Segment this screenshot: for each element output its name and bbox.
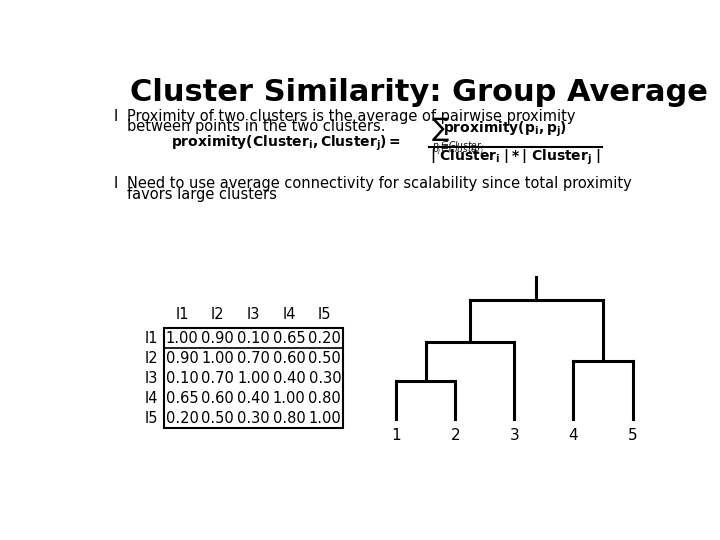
Text: $\mathbf{\sum}$: $\mathbf{\sum}$ — [431, 116, 449, 144]
Text: I1: I1 — [145, 330, 158, 346]
Text: 0.65: 0.65 — [166, 391, 199, 406]
Text: Need to use average connectivity for scalability since total proximity: Need to use average connectivity for sca… — [127, 177, 632, 192]
Text: 0.50: 0.50 — [202, 411, 234, 426]
Text: I2: I2 — [211, 307, 225, 322]
Text: 0.50: 0.50 — [308, 350, 341, 366]
Text: 0.30: 0.30 — [308, 370, 341, 386]
Text: 2: 2 — [451, 428, 460, 443]
Text: 0.20: 0.20 — [308, 330, 341, 346]
Text: Cluster Similarity: Group Average: Cluster Similarity: Group Average — [130, 78, 708, 107]
Text: 3: 3 — [510, 428, 519, 443]
Text: Proximity of two clusters is the average of pairwise proximity: Proximity of two clusters is the average… — [127, 109, 576, 124]
Text: 0.70: 0.70 — [237, 350, 270, 366]
Text: I1: I1 — [176, 307, 189, 322]
Text: 1.00: 1.00 — [166, 330, 199, 346]
Text: 0.65: 0.65 — [273, 330, 305, 346]
Text: I4: I4 — [282, 307, 296, 322]
Text: 4: 4 — [569, 428, 578, 443]
Text: I3: I3 — [247, 307, 260, 322]
Text: l: l — [113, 109, 117, 124]
Text: l: l — [113, 177, 117, 192]
Text: favors large clusters: favors large clusters — [127, 187, 277, 202]
Text: 0.20: 0.20 — [166, 411, 199, 426]
Text: I3: I3 — [145, 370, 158, 386]
Text: $p_j \!\in\! Cluster_j$: $p_j \!\in\! Cluster_j$ — [432, 144, 484, 157]
Text: I5: I5 — [145, 411, 158, 426]
Text: 0.10: 0.10 — [237, 330, 270, 346]
Text: 0.30: 0.30 — [237, 411, 270, 426]
Text: 0.40: 0.40 — [237, 391, 270, 406]
Text: 1.00: 1.00 — [237, 370, 270, 386]
Text: $\mathbf{proximity(Cluster_i, Cluster_j) =}$: $\mathbf{proximity(Cluster_i, Cluster_j)… — [171, 134, 402, 153]
Text: 0.10: 0.10 — [166, 370, 199, 386]
Text: 0.80: 0.80 — [308, 391, 341, 406]
Text: 1.00: 1.00 — [273, 391, 305, 406]
Text: between points in the two clusters.: between points in the two clusters. — [127, 119, 386, 134]
Text: 5: 5 — [628, 428, 637, 443]
Text: 0.80: 0.80 — [273, 411, 305, 426]
Text: $p_i \!\in\! Cluster_i$: $p_i \!\in\! Cluster_i$ — [432, 139, 484, 152]
Text: I2: I2 — [145, 350, 158, 366]
Text: 0.40: 0.40 — [273, 370, 305, 386]
Text: I5: I5 — [318, 307, 332, 322]
Text: 0.90: 0.90 — [202, 330, 234, 346]
Text: 0.60: 0.60 — [273, 350, 305, 366]
Text: 1: 1 — [391, 428, 401, 443]
Text: I4: I4 — [145, 391, 158, 406]
Text: 0.70: 0.70 — [202, 370, 234, 386]
Text: $\mathbf{proximity(p_i, p_j)}$: $\mathbf{proximity(p_i, p_j)}$ — [444, 120, 567, 139]
Text: 1.00: 1.00 — [202, 350, 234, 366]
Text: 1.00: 1.00 — [308, 411, 341, 426]
Text: $\mathbf{|\ Cluster_i\ |*|\ Cluster_j\ |}$: $\mathbf{|\ Cluster_i\ |*|\ Cluster_j\ |… — [430, 147, 601, 167]
Text: 0.90: 0.90 — [166, 350, 199, 366]
Bar — [164, 328, 343, 428]
Text: 0.60: 0.60 — [202, 391, 234, 406]
